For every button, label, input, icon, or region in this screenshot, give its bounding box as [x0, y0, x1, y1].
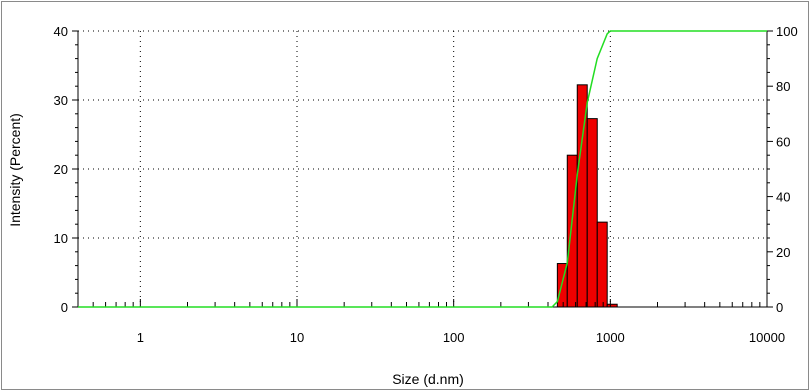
bar-series: [556, 84, 618, 308]
y-tick-label: 40: [54, 24, 68, 39]
bar: [586, 118, 598, 308]
cumulative-curve-group: [78, 30, 767, 308]
tick-labels: 1 10 100 1000 10000 0 10 20 30 40 0 20 40 60 80 100: [54, 24, 798, 345]
axes: [72, 30, 773, 308]
y2-tick-label: 0: [776, 300, 783, 315]
x-tick-label: 10000: [749, 330, 785, 345]
x-tick-label: 1: [137, 330, 144, 345]
y-tick-label: 30: [54, 93, 68, 108]
y-tick-label: 20: [54, 162, 68, 177]
gridlines: [78, 30, 768, 307]
bar: [566, 154, 578, 308]
y2-tick-label: 40: [776, 190, 790, 205]
cumulative-curve: [78, 30, 767, 308]
y-tick-label: 10: [54, 231, 68, 246]
bar: [596, 221, 608, 308]
y2-tick-label: 80: [776, 79, 790, 94]
x-tick-label: 100: [443, 330, 465, 345]
x-axis-title: Size (d.nm): [392, 371, 464, 387]
y2-tick-label: 100: [776, 24, 798, 39]
y-axis-title: Intensity (Percent): [7, 113, 23, 227]
y2-tick-label: 20: [776, 245, 790, 260]
x-tick-label: 10: [290, 330, 304, 345]
x-tick-label: 1000: [596, 330, 625, 345]
y2-tick-label: 60: [776, 134, 790, 149]
y-tick-label: 0: [61, 300, 68, 315]
